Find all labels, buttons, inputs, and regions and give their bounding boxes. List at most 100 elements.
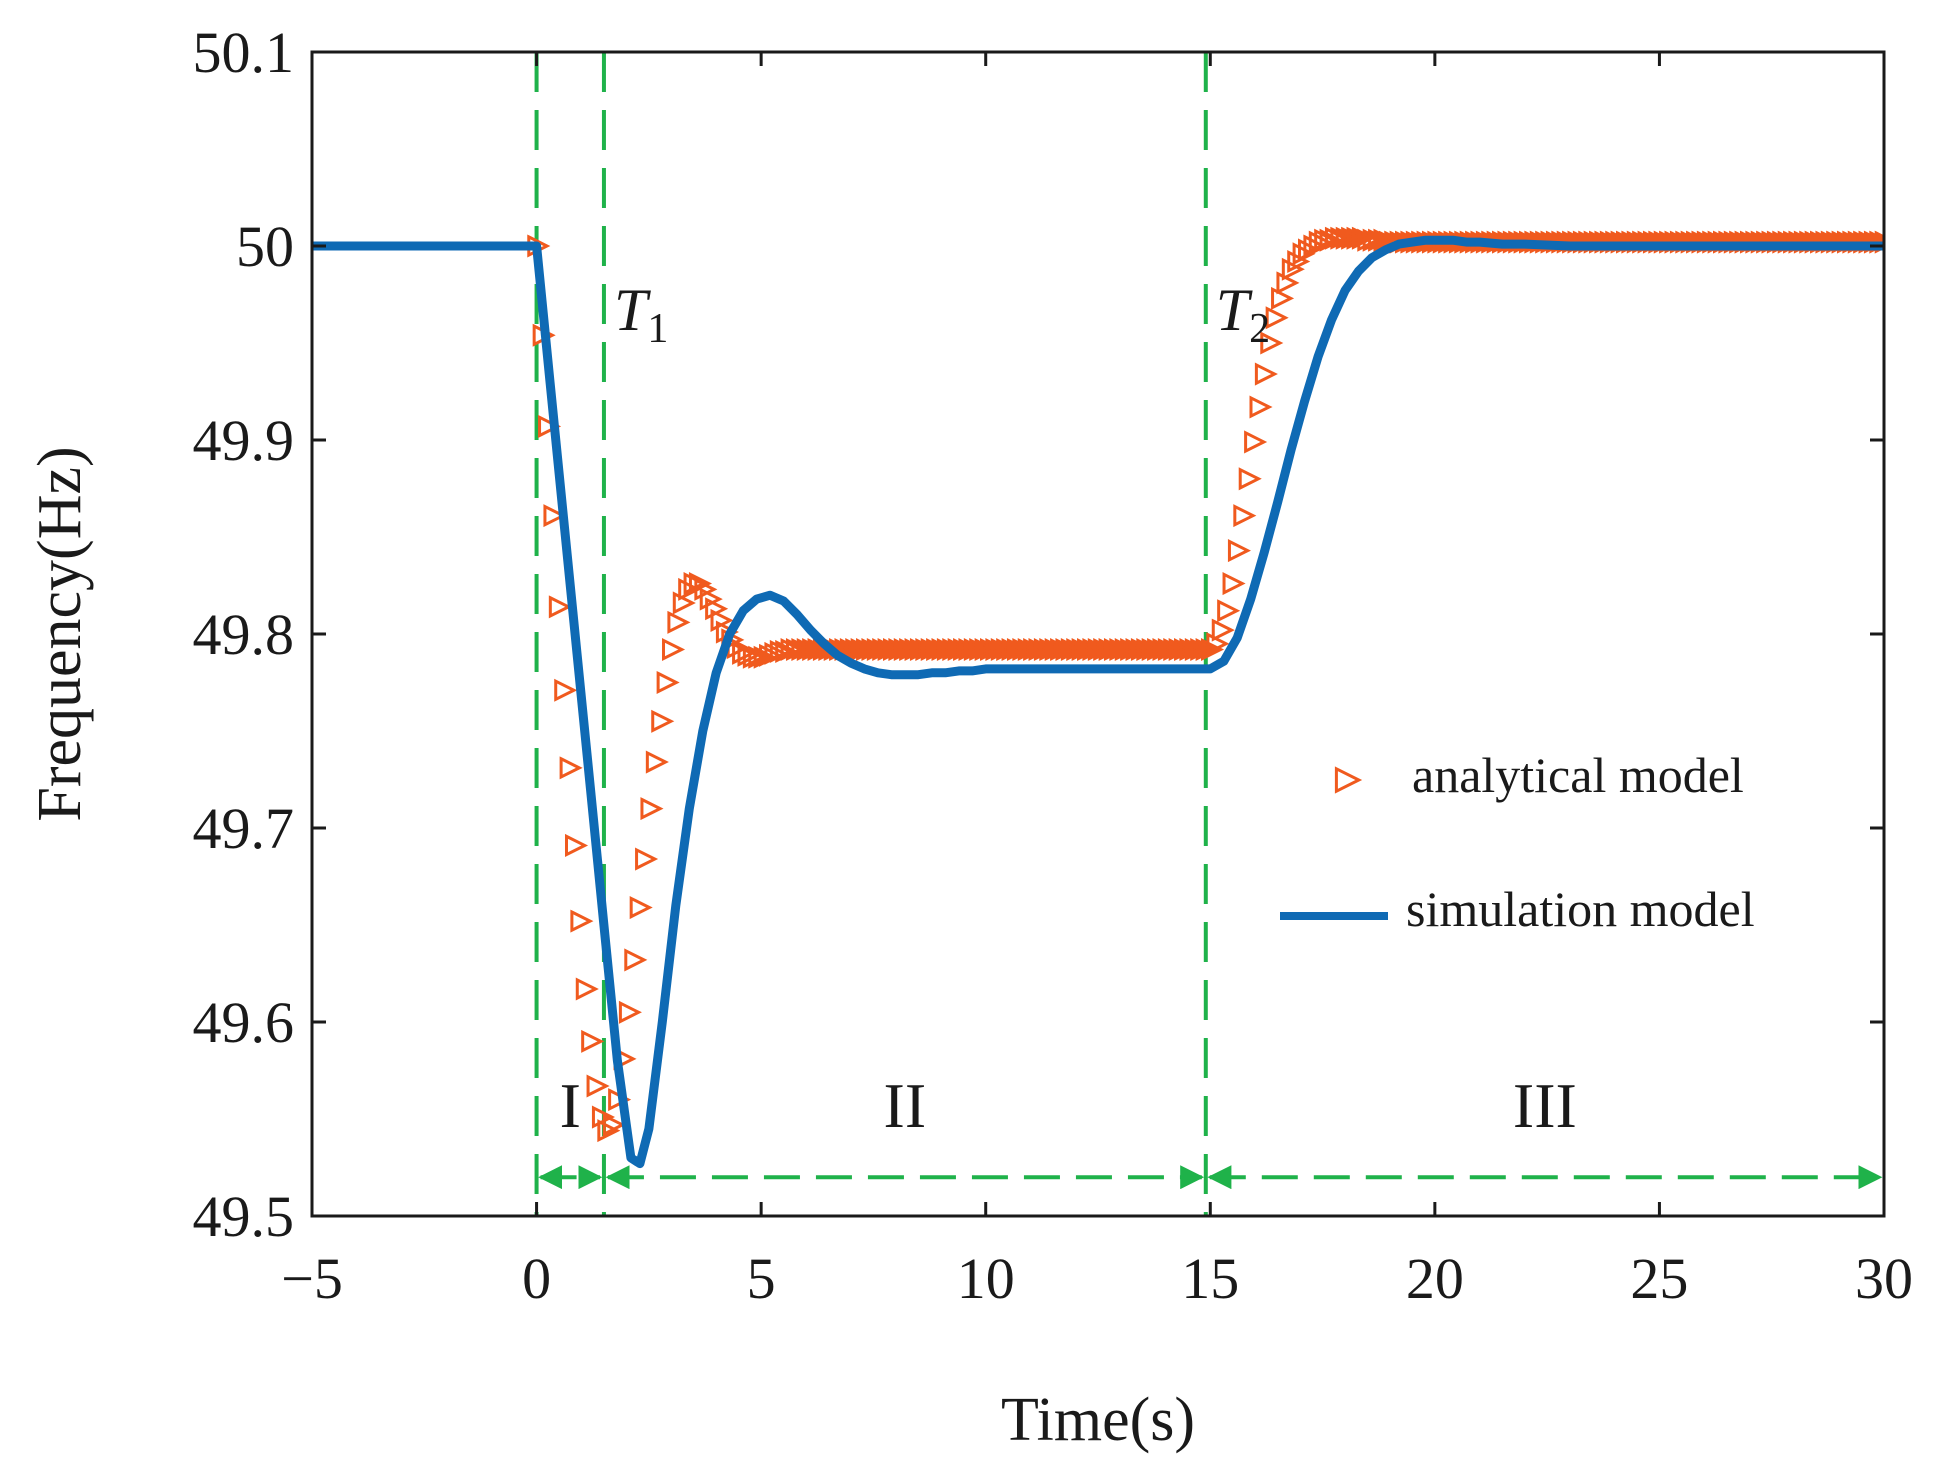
analytical-point [785,637,810,662]
analytical-point [1130,637,1154,662]
analytical-point [1254,362,1278,386]
marker-label-sub: 1 [647,306,668,352]
analytical-point [947,637,971,662]
x-tick-label: 10 [957,1246,1015,1311]
y-tick-label: 49.5 [193,1184,295,1249]
analytical-point [678,577,702,601]
analytical-point [1335,226,1359,250]
analytical-point [1184,637,1208,662]
marker-label-main: T [614,277,651,343]
analytical-point [1039,637,1063,662]
analytical-point [1206,632,1230,656]
analytical-point [1136,637,1160,662]
marker-label-T1: T1 [614,277,668,352]
y-tick-label: 50 [236,214,294,279]
analytical-point [1330,226,1354,250]
analytical-point [1006,637,1031,662]
analytical-point [656,670,680,695]
analytical-point [667,610,691,634]
x-tick-label: 30 [1855,1246,1913,1311]
analytical-point [904,637,928,662]
analytical-point [1050,637,1074,662]
analytical-point [1265,306,1289,330]
x-tick-label: 15 [1181,1246,1239,1311]
analytical-point [974,637,998,662]
x-axis-title: Time(s) [1001,1386,1195,1454]
analytical-point [1093,637,1117,662]
analytical-point [1033,637,1057,662]
analytical-point [1152,637,1176,662]
analytical-point [796,637,820,662]
x-tick-label: 25 [1630,1246,1688,1311]
analytical-point [742,645,766,669]
analytical-point [1362,228,1386,252]
y-axis-title: Frequency(Hz) [26,446,94,821]
analytical-point [699,587,723,611]
analytical-point [1324,226,1349,250]
analytical-point [1141,637,1165,662]
analytical-point [662,637,686,662]
analytical-point [538,414,562,438]
marker-labels: T1 T 2 [614,277,1270,352]
analytical-point [1125,637,1149,662]
analytical-point [554,678,578,702]
analytical-point [1163,637,1187,662]
analytical-point [559,756,583,780]
analytical-point [694,577,718,601]
analytical-point [1238,467,1262,491]
analytical-point [748,645,772,669]
analytical-point [769,639,793,663]
analytical-point [543,504,567,528]
analytical-point [1244,430,1268,454]
legend-analytical-label: analytical model [1412,747,1744,803]
legend-analytical-marker-icon [1334,766,1363,794]
analytical-point [1114,637,1138,662]
analytical-point [1195,637,1219,662]
analytical-point [866,637,890,662]
analytical-point [1168,637,1192,662]
region-labels: I II III [560,1070,1577,1141]
x-axis-ticks: −5 0 5 10 15 20 25 30 [281,52,1913,1311]
marker-label-sub: 2 [1249,306,1270,352]
analytical-point [1368,228,1392,252]
x-tick-label: 0 [522,1246,551,1311]
analytical-point [1103,637,1128,662]
analytical-point [996,637,1020,662]
analytical-point [581,1029,605,1053]
x-tick-label: −5 [281,1246,343,1311]
analytical-point [980,637,1004,662]
analytical-point [1023,637,1047,662]
analytical-point [893,637,917,662]
analytical-point [942,637,966,662]
analytical-point [1012,637,1036,662]
analytical-point [1077,637,1101,662]
analytical-point [807,637,831,662]
analytical-point [1179,637,1203,662]
analytical-point [845,637,869,662]
analytical-point [570,909,594,933]
analytical-point [915,637,939,662]
analytical-point [1157,637,1181,662]
analytical-point [618,1000,642,1024]
analytical-point [586,1074,610,1098]
y-tick-label: 49.7 [193,796,295,861]
x-tick-label: 20 [1406,1246,1464,1311]
analytical-point [597,1119,621,1143]
analytical-point [861,637,885,662]
analytical-point [1001,637,1025,662]
analytical-point [1314,228,1338,252]
analytical-point [575,977,599,1001]
analytical-point [564,833,589,857]
analytical-point [1066,637,1090,662]
analytical-point [926,637,950,662]
analytical-point [802,637,826,662]
analytical-point [1017,637,1041,662]
analytical-point [969,637,993,662]
analytical-point [963,637,987,662]
analytical-point [1200,637,1225,662]
analytical-point [1044,637,1068,662]
analytical-point [645,750,669,774]
analytical-point [1190,637,1214,662]
legend-simulation-label: simulation model [1406,881,1755,937]
analytical-point [953,637,977,662]
